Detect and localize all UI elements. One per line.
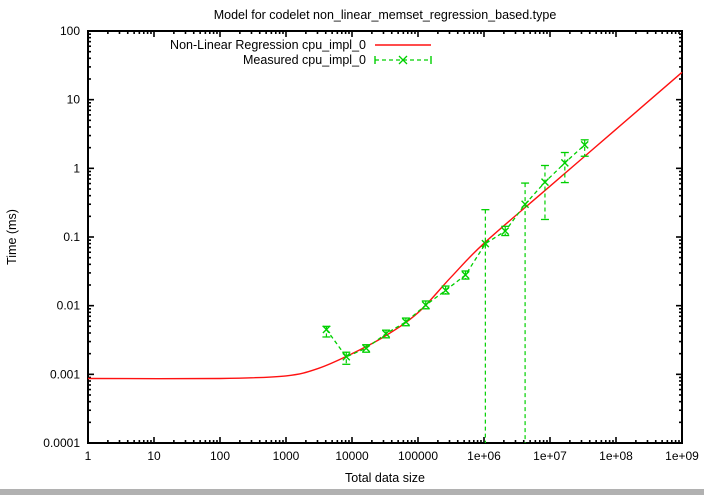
measured-series: [322, 139, 589, 443]
legend-label-measured: Measured cpu_impl_0: [243, 53, 366, 67]
x-tick-label: 1e+07: [533, 449, 567, 463]
measured-point-marker: [560, 158, 569, 167]
measured-point-marker: [401, 317, 410, 326]
plot-border: [87, 30, 683, 444]
x-tick-label: 100: [210, 449, 230, 463]
legend-sample-measured-errorbar: [374, 55, 432, 65]
measured-point-marker: [322, 325, 331, 334]
y-tick-label: 10: [67, 93, 81, 107]
x-tick-label: 1e+06: [467, 449, 501, 463]
x-tick-label: 10000: [335, 449, 369, 463]
measured-point-marker: [362, 344, 371, 353]
y-tick-label: 0.1: [63, 230, 80, 244]
legend: Non-Linear Regression cpu_impl_0 Measure…: [88, 38, 432, 68]
measured-point-marker: [501, 227, 510, 236]
measured-point-marker: [481, 239, 490, 248]
measured-point-marker: [540, 178, 549, 187]
y-tick-label: 0.0001: [43, 436, 80, 450]
measured-connector-line: [325, 144, 586, 358]
x-tick-label: 10: [147, 449, 161, 463]
x-tick-label: 1000: [273, 449, 300, 463]
legend-row-regression: Non-Linear Regression cpu_impl_0: [88, 38, 432, 52]
x-tick-label: 100000: [398, 449, 438, 463]
x-tick-label: 1e+09: [665, 449, 699, 463]
measured-point-marker: [521, 200, 530, 209]
y-tick-label: 0.01: [57, 299, 81, 313]
legend-sample-regression-line: [375, 44, 431, 46]
horizontal-scrollbar[interactable]: [0, 489, 704, 495]
y-tick-label: 1: [73, 161, 80, 175]
measured-point-marker: [461, 270, 470, 279]
legend-label-regression: Non-Linear Regression cpu_impl_0: [170, 38, 366, 52]
x-tick-label: 1: [85, 449, 92, 463]
measured-point-marker: [421, 301, 430, 310]
x-axis-label: Total data size: [345, 471, 425, 485]
legend-row-measured: Measured cpu_impl_0: [88, 53, 432, 67]
x-tick-label: 1e+08: [599, 449, 633, 463]
axes-and-ticks: 1 10 100 1000 10000 100000 1e+06 1e+07 1e+08 1e+0…: [43, 24, 699, 463]
y-tick-label: 100: [60, 24, 80, 38]
measured-point-marker: [342, 352, 351, 361]
measured-point-marker: [580, 140, 589, 149]
y-tick-label: 0.001: [50, 367, 80, 381]
measured-point-marker: [382, 329, 391, 338]
measured-point-marker: [441, 286, 450, 295]
chart-title: Model for codelet non_linear_memset_regr…: [213, 8, 557, 22]
